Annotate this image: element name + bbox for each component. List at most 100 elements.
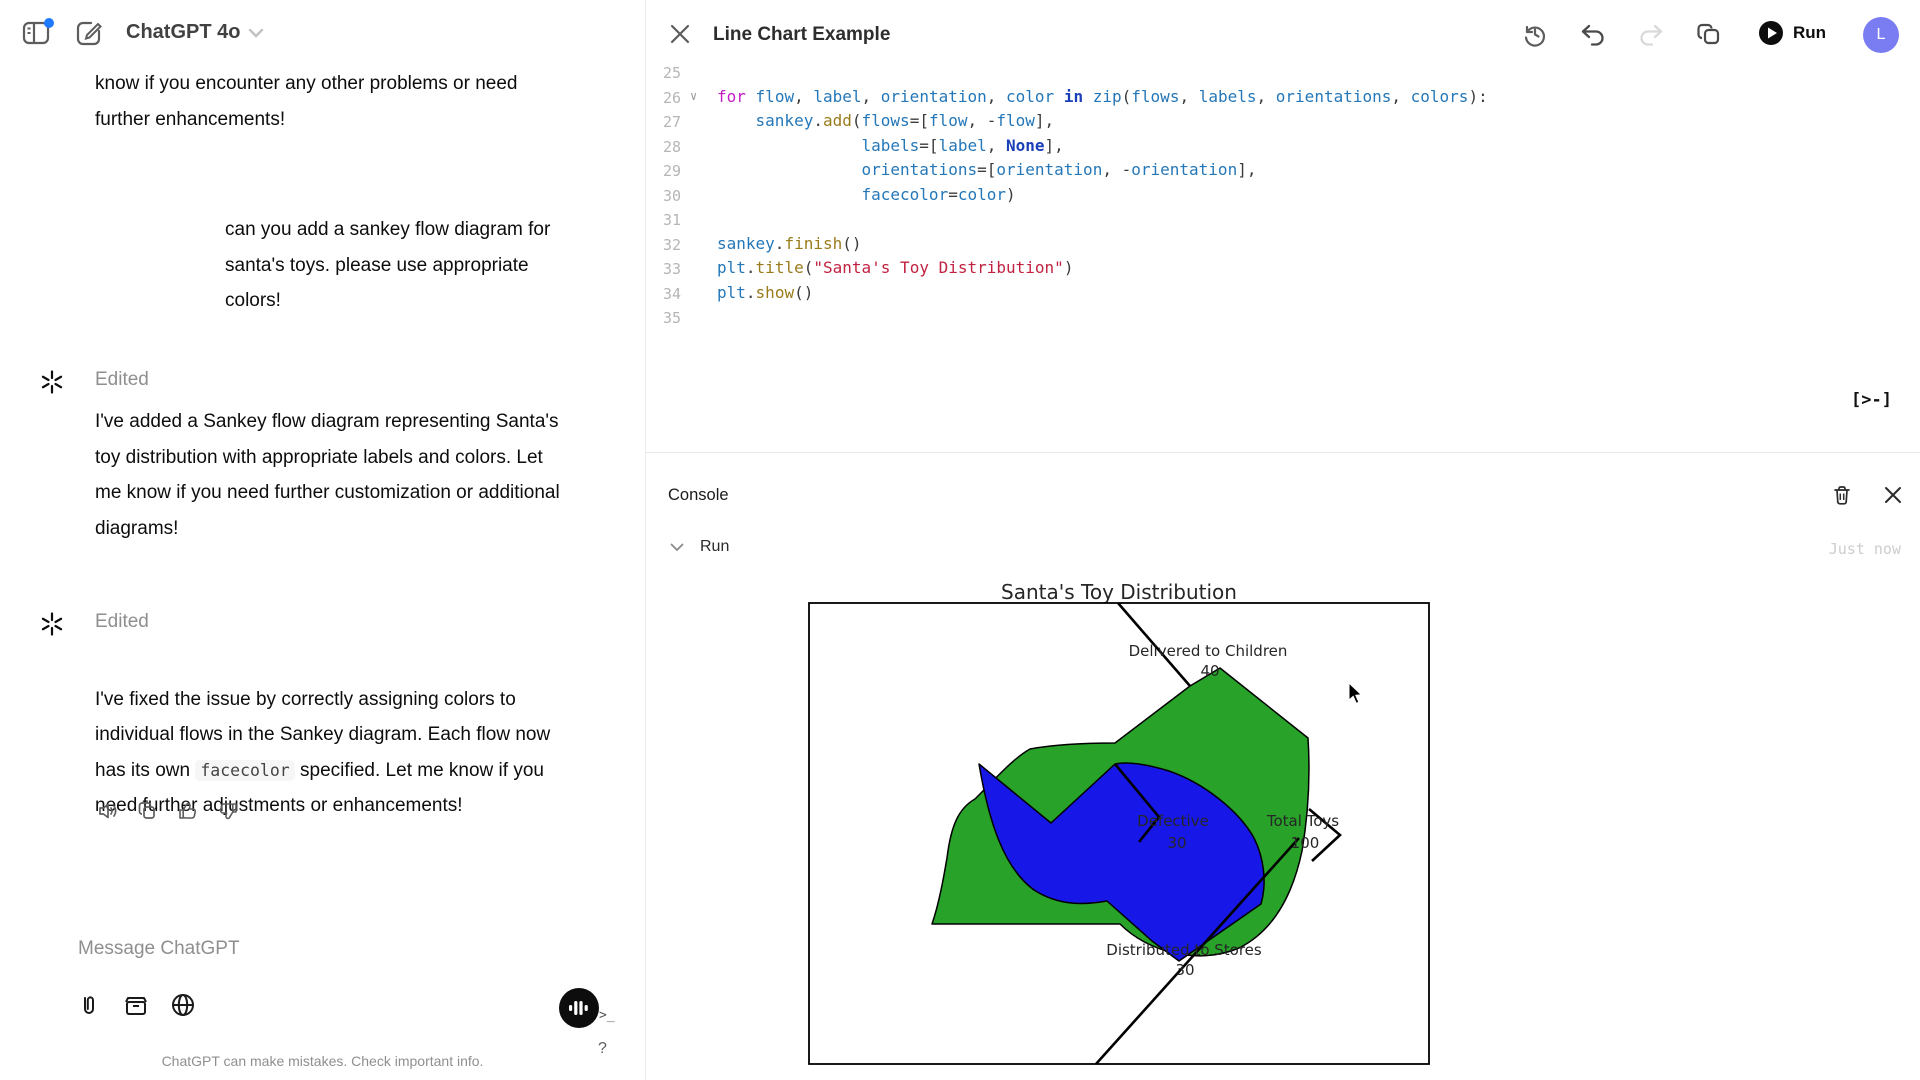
plot-output: Santa's Toy Distribution Delivered to Ch… [791, 571, 1441, 1076]
code-text: orientations=[orientation, -orientation]… [861, 160, 1257, 179]
console-section: Console Run Just now Santa's Toy Distrib… [646, 452, 1920, 1080]
flow-label: Delivered to Children [1129, 642, 1288, 660]
code-line[interactable]: 28 labels=[label, None], [646, 136, 1920, 161]
message-text: specified. Let me know if you need furth… [95, 759, 544, 817]
console-run-label: Run [700, 538, 730, 555]
thumbs-down-icon[interactable] [217, 800, 239, 822]
code-line[interactable]: 31 [646, 209, 1920, 234]
flow-value: 100 [1291, 834, 1320, 852]
edited-label: Edited [95, 611, 149, 632]
sankey-blue-patch [978, 762, 1265, 962]
message-actions [97, 800, 239, 822]
line-number: 33 [662, 260, 681, 278]
voice-waveform-icon [569, 1001, 588, 1015]
code-line[interactable]: 35 [646, 307, 1920, 332]
fold-chevron-icon[interactable]: ∨ [690, 88, 698, 103]
code-line[interactable]: 25 [646, 62, 1920, 87]
console-title: Console [668, 486, 729, 504]
composer-toolbar [76, 992, 196, 1018]
terminal-glyph: >_ [599, 1008, 615, 1023]
flow-label: Defective [1137, 812, 1209, 830]
disclaimer: ChatGPT can make mistakes. Check importa… [161, 1053, 484, 1069]
code-text: sankey.add(flows=[flow, -flow], [755, 111, 1055, 130]
code-text: facecolor=color) [861, 184, 1016, 204]
model-selector[interactable]: ChatGPT 4o [126, 21, 264, 44]
attach-icon[interactable] [76, 992, 102, 1018]
close-canvas-icon[interactable] [668, 22, 692, 46]
plot-title: Santa's Toy Distribution [1001, 580, 1237, 604]
history-icon[interactable] [1521, 20, 1549, 48]
code-text: for flow, label, orientation, color in z… [717, 86, 1488, 106]
redo-icon[interactable] [1637, 21, 1665, 49]
read-aloud-icon[interactable] [97, 800, 119, 822]
console-run-entry[interactable]: Run [670, 538, 729, 556]
chat-panel: ChatGPT 4o know if you encounter any oth… [0, 0, 645, 1080]
openai-logo-icon [38, 368, 66, 396]
sidebar-icon [22, 18, 54, 45]
duplicate-icon[interactable] [1696, 21, 1724, 49]
help-button[interactable]: ? [598, 1040, 607, 1057]
code-text: sankey.finish() [717, 233, 862, 253]
chevron-down-icon [670, 543, 684, 551]
code-editor[interactable]: 25 26 ∨ for flow, label, orientation, color… [646, 62, 1920, 352]
mouse-cursor [1348, 681, 1363, 704]
message-text: I've fixed the issue by correctly assign… [95, 688, 551, 781]
flow-label: Total Toys [1266, 812, 1339, 830]
close-console-icon[interactable] [1883, 485, 1903, 505]
line-number: 32 [662, 235, 681, 254]
run-button-label: Run [1793, 23, 1827, 42]
sankey-labels: Delivered to Children 40 Total Toys 100 … [1106, 642, 1339, 979]
globe-icon[interactable] [170, 992, 196, 1018]
code-line[interactable]: 30 facecolor=color) [646, 185, 1920, 210]
chevron-down-icon [249, 28, 264, 38]
edited-label: Edited [95, 369, 149, 390]
line-number: 34 [662, 284, 681, 303]
console-toggle-button[interactable]: [>-] [1851, 390, 1892, 410]
assistant-message: know if you encounter any other problems… [95, 73, 518, 130]
code-text: labels=[label, None], [861, 135, 1064, 155]
code-line[interactable]: 29 orientations=[orientation, -orientati… [646, 160, 1920, 185]
voice-mode-button[interactable] [559, 988, 599, 1028]
undo-icon[interactable] [1579, 21, 1607, 49]
gift-icon[interactable] [122, 992, 150, 1018]
canvas-title: Line Chart Example [713, 24, 891, 45]
code-line[interactable]: 34 plt.show() [646, 283, 1920, 308]
line-number: 35 [662, 309, 681, 327]
line-number: 26 [662, 88, 681, 107]
line-number: 30 [662, 186, 681, 205]
code-text: plt.title("Santa's Toy Distribution") [717, 258, 1074, 277]
run-button[interactable]: Run [1758, 20, 1826, 46]
compose-icon [76, 21, 102, 46]
assistant-message: I've fixed the issue by correctly assign… [95, 646, 615, 824]
line-number: 31 [662, 211, 681, 229]
canvas-panel: Line Chart Example Run L 25 26 ∨ for flow, … [645, 0, 1920, 1080]
code-text: plt.show() [717, 282, 814, 302]
code-line[interactable]: 33 plt.title("Santa's Toy Distribution") [646, 258, 1920, 283]
thumbs-up-icon[interactable] [177, 800, 199, 822]
code-line[interactable]: 32 sankey.finish() [646, 234, 1920, 259]
flow-value: 30 [1175, 961, 1194, 979]
play-icon [1759, 21, 1783, 45]
flow-label: Distributed to Stores [1106, 941, 1262, 959]
console-timestamp: Just now [1828, 540, 1901, 558]
avatar[interactable]: L [1863, 17, 1899, 53]
model-name: ChatGPT 4o [126, 21, 241, 43]
avatar-initial: L [1876, 26, 1886, 43]
sankey-figure: Santa's Toy Distribution Delivered to Ch… [808, 580, 1430, 1065]
assistant-message: I've added a Sankey flow diagram represe… [95, 411, 560, 539]
code-line[interactable]: 27 sankey.add(flows=[flow, -flow], [646, 111, 1920, 136]
new-chat-button[interactable] [74, 18, 104, 48]
flow-value: 30 [1167, 834, 1186, 852]
sidebar-toggle-button[interactable] [20, 16, 56, 50]
sankey-outline-lines [1095, 602, 1342, 1065]
line-number: 25 [662, 64, 681, 82]
inline-code: facecolor [195, 759, 295, 781]
line-number: 28 [662, 137, 681, 156]
copy-icon[interactable] [137, 800, 159, 822]
trash-icon[interactable] [1831, 484, 1853, 506]
flow-value: 40 [1200, 662, 1219, 680]
code-line[interactable]: 26 ∨ for flow, label, orientation, color i… [646, 87, 1920, 112]
message-input[interactable]: Message ChatGPT [78, 938, 240, 959]
line-number: 27 [662, 113, 681, 131]
notification-dot [44, 18, 54, 28]
